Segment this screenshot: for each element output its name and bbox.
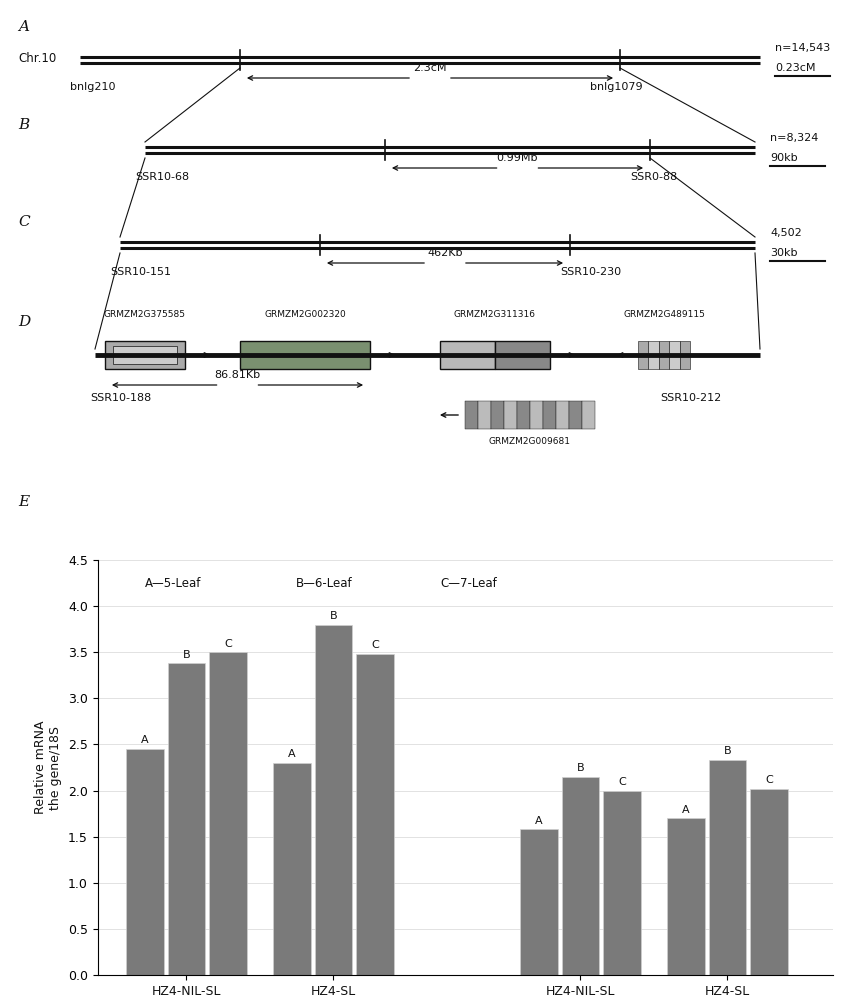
Bar [556,401,569,429]
Bar [569,401,582,429]
Text: 90kb: 90kb [770,153,797,163]
Text: B: B [18,118,29,132]
Text: GRMZM2G375585: GRMZM2G375585 [104,310,186,319]
Bar [478,401,491,429]
Text: C—7-Leaf: C—7-Leaf [441,577,497,590]
Bar [167,663,205,975]
Text: SSR10-212: SSR10-212 [660,393,722,403]
Text: GRMZM2G002320: GRMZM2G002320 [264,310,346,319]
Bar [709,760,746,975]
Bar [105,341,185,369]
Bar [669,341,680,369]
Text: SSR0-88: SSR0-88 [630,172,677,182]
Text: A: A [683,805,689,815]
Bar [680,341,690,369]
Bar [356,654,394,975]
Text: E: E [18,495,29,509]
Bar [465,401,478,429]
Text: n=14,543: n=14,543 [775,43,830,53]
Text: A: A [536,816,542,826]
Text: B: B [183,650,190,660]
Text: B: B [330,611,337,621]
Text: SSR10-68: SSR10-68 [135,172,189,182]
Text: B: B [723,746,731,756]
Bar [126,749,164,975]
Text: A: A [141,735,149,745]
Text: 0.99Mb: 0.99Mb [496,153,538,163]
Bar [543,401,556,429]
Y-axis label: Relative mRNA
the gene/18S: Relative mRNA the gene/18S [35,721,62,814]
Text: 462Kb: 462Kb [428,248,462,258]
Text: GRMZM2G009681: GRMZM2G009681 [489,437,571,446]
Text: bnlg1079: bnlg1079 [590,82,643,92]
Bar [314,625,352,975]
Text: 0.23cM: 0.23cM [775,63,815,73]
Text: 4,502: 4,502 [770,228,802,238]
Text: A—5-Leaf: A—5-Leaf [144,577,201,590]
Bar [649,341,659,369]
Bar [440,341,495,369]
Bar [667,818,705,975]
Text: Chr.10: Chr.10 [18,51,56,64]
Text: D: D [18,315,31,329]
Text: 86.81Kb: 86.81Kb [214,370,261,380]
Bar [582,401,595,429]
Bar [562,777,599,975]
Text: 30kb: 30kb [770,248,797,258]
Text: C: C [371,640,379,650]
Bar [113,346,177,364]
Text: A: A [288,749,296,759]
Text: n=8,324: n=8,324 [770,133,819,143]
Bar [504,401,517,429]
Bar [530,401,543,429]
Bar [495,341,550,369]
Bar [517,401,530,429]
Bar [209,652,246,975]
Bar [520,829,558,975]
Bar [750,789,788,975]
Bar [659,341,669,369]
Text: SSR10-188: SSR10-188 [90,393,151,403]
Text: A: A [18,20,29,34]
Text: C: C [224,639,232,649]
Text: 2.3cM: 2.3cM [413,63,447,73]
Text: C: C [765,775,773,785]
Bar [240,341,370,369]
Bar [273,763,311,975]
Text: SSR10-230: SSR10-230 [560,267,621,277]
Text: GRMZM2G489115: GRMZM2G489115 [623,310,705,319]
Text: SSR10-151: SSR10-151 [110,267,171,277]
Text: bnlg210: bnlg210 [70,82,116,92]
Text: B—6-Leaf: B—6-Leaf [296,577,353,590]
Text: C: C [18,215,30,229]
Bar [603,791,641,975]
Bar [491,401,504,429]
Bar [638,341,649,369]
Text: C: C [618,777,626,787]
Text: GRMZM2G311316: GRMZM2G311316 [454,310,536,319]
Text: B: B [576,763,584,773]
